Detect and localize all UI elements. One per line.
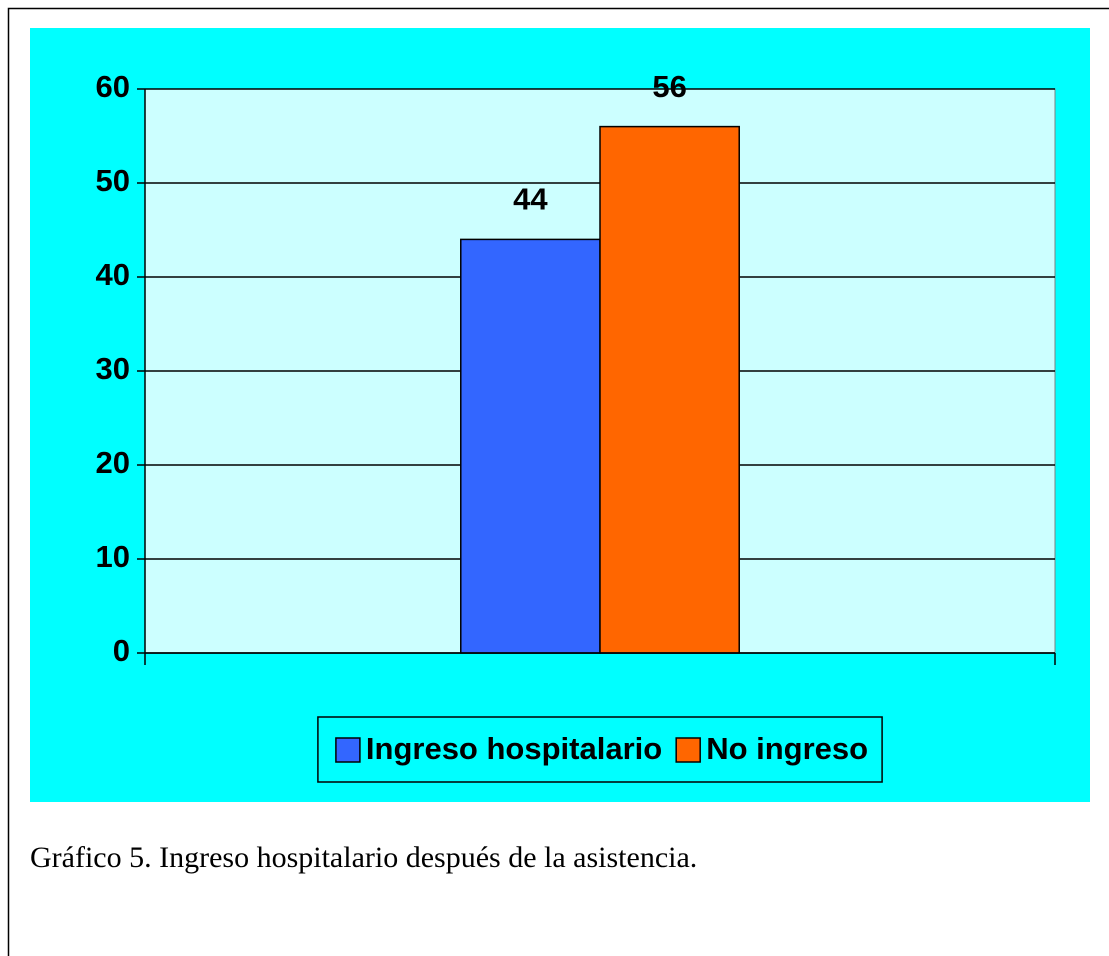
bar: [460, 238, 601, 654]
y-tick-label: 20: [96, 445, 130, 480]
y-tick-label: 60: [96, 69, 130, 104]
caption: Gráfico 5. Ingreso hospitalario después …: [30, 841, 697, 874]
legend-swatch: [335, 737, 361, 763]
y-tick-label: 50: [96, 163, 130, 198]
frame: [7, 7, 1109, 956]
data-label: 44: [513, 182, 548, 217]
bar: [599, 125, 740, 654]
legend-swatch: [675, 737, 701, 763]
y-tick-label: 0: [113, 633, 130, 668]
legend-label: No ingreso: [706, 731, 868, 766]
y-tick-label: 30: [96, 351, 130, 386]
legend-label: Ingreso hospitalario: [366, 731, 662, 766]
y-tick-label: 40: [96, 257, 130, 292]
data-label: 56: [652, 69, 686, 104]
y-tick-label: 10: [96, 539, 130, 574]
legend: [317, 716, 883, 783]
